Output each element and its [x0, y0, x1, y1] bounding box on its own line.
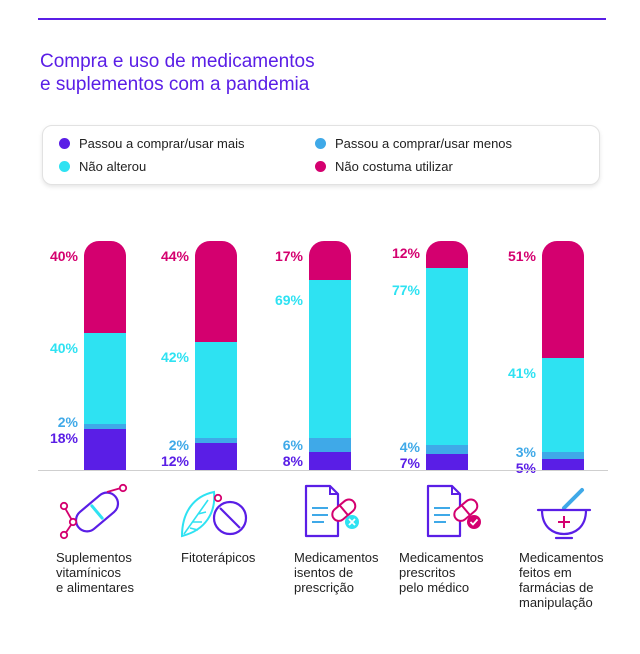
category-label-isentos: Medicamentos isentos de prescrição [294, 550, 379, 595]
category-label-line: manipulação [519, 595, 593, 610]
bar-segment-mais [195, 442, 237, 470]
chart-title: Compra e uso de medicamentos e suplement… [40, 50, 315, 96]
data-label-nao_alterou: 40% [49, 339, 78, 356]
top-rule [38, 18, 606, 20]
bar-segment-nao_costuma [84, 241, 126, 333]
data-label-menos: 3% [515, 443, 536, 460]
bar-segment-nao_alterou [426, 268, 468, 445]
prescribed-medicine-icon [426, 484, 481, 538]
bar-segment-menos [84, 424, 126, 429]
bar-fitoterapicos [195, 241, 237, 470]
data-label-nao_costuma: 17% [274, 247, 303, 264]
legend-label-menos: Passou a comprar/usar menos [335, 136, 513, 151]
data-label-mais: 18% [49, 429, 78, 446]
bar-segment-nao_alterou [84, 332, 126, 425]
bar-segment-mais [542, 458, 584, 470]
category-label-line: isentos de [294, 565, 354, 580]
data-label-nao_alterou: 69% [274, 291, 303, 308]
data-label-nao_costuma: 51% [507, 248, 536, 264]
category-label-line: pelo médico [399, 580, 470, 595]
chart-title-line-2: e suplementos com a pandemia [40, 74, 310, 95]
bar-segment-mais [426, 453, 468, 470]
category-label-line: Fitoterápicos [181, 550, 256, 565]
bar-isentos [309, 241, 351, 470]
legend-item-menos: Passou a comprar/usar menos [315, 136, 512, 151]
category-label-line: feitos em [519, 565, 572, 580]
bar-segment-nao_costuma [309, 241, 351, 280]
data-label-menos: 2% [57, 413, 78, 430]
chart-baseline [38, 470, 608, 471]
otc-prescription-icon [304, 484, 359, 538]
legend-dot-menos [315, 138, 326, 149]
mortar-pestle-icon [536, 488, 592, 540]
bar-suplementos [84, 241, 126, 470]
chart-title-line-1: Compra e uso de medicamentos [40, 51, 315, 72]
legend-label-mais: Passou a comprar/usar mais [79, 136, 245, 151]
category-label-line: Medicamentos [399, 550, 484, 565]
bar-segment-menos [542, 451, 584, 459]
category-label-suplementos: Suplementos vitamínicos e alimentares [56, 550, 134, 595]
category-label-line: Medicamentos [519, 550, 604, 565]
bar-manipulacao [542, 241, 584, 470]
category-label-prescritos: Medicamentos prescritos pelo médico [399, 550, 484, 595]
data-label-mais: 8% [282, 453, 303, 469]
data-label-nao_alterou: 41% [507, 364, 536, 381]
legend: Passou a comprar/usar mais Passou a comp… [42, 125, 600, 185]
category-label-line: e alimentares [56, 580, 135, 595]
herbal-leaf-pill-icon [180, 490, 248, 538]
data-label-nao_alterou: 77% [391, 281, 420, 298]
category-label-line: farmácias de [519, 580, 594, 595]
bar-segment-mais [84, 428, 126, 470]
category-label-fitoterapicos: Fitoterápicos [181, 550, 255, 565]
legend-item-nao-alterou: Não alterou [59, 159, 146, 174]
data-label-nao_costuma: 44% [160, 248, 189, 264]
category-label-line: prescritos [399, 565, 456, 580]
bar-segment-nao_costuma [542, 241, 584, 358]
data-label-nao_costuma: 40% [49, 248, 78, 264]
category-label-line: vitamínicos [56, 565, 122, 580]
category-label-line: Suplementos [56, 550, 132, 565]
category-label-line: prescrição [294, 580, 354, 595]
category-label-manipulacao: Medicamentos feitos em farmácias de mani… [519, 550, 604, 610]
bar-segment-mais [309, 451, 351, 470]
bar-segment-menos [195, 437, 237, 443]
bar-segment-nao_alterou [309, 279, 351, 438]
data-label-mais: 7% [399, 454, 420, 471]
data-label-menos: 6% [282, 437, 303, 453]
legend-dot-nao-costuma [315, 161, 326, 172]
legend-dot-nao-alterou [59, 161, 70, 172]
bar-segment-nao_costuma [195, 241, 237, 342]
data-label-nao_alterou: 42% [160, 348, 189, 365]
data-label-menos: 2% [168, 437, 189, 453]
bar-segment-menos [309, 437, 351, 452]
data-label-nao_costuma: 12% [391, 245, 420, 262]
supplement-pill-icon [59, 483, 128, 540]
legend-label-nao-costuma: Não costuma utilizar [335, 159, 453, 174]
bar-segment-nao_alterou [542, 357, 584, 452]
data-label-mais: 12% [160, 453, 189, 469]
legend-dot-mais [59, 138, 70, 149]
bar-segment-nao_costuma [426, 241, 468, 269]
bar-segment-nao_alterou [195, 341, 237, 438]
legend-item-nao-costuma: Não costuma utilizar [315, 159, 453, 174]
legend-item-mais: Passou a comprar/usar mais [59, 136, 244, 151]
legend-label-nao-alterou: Não alterou [79, 159, 147, 174]
category-label-line: Medicamentos [294, 550, 379, 565]
data-label-mais: 5% [515, 459, 536, 476]
bar-prescritos [426, 241, 468, 470]
data-label-menos: 4% [399, 438, 420, 455]
bar-segment-menos [426, 444, 468, 454]
